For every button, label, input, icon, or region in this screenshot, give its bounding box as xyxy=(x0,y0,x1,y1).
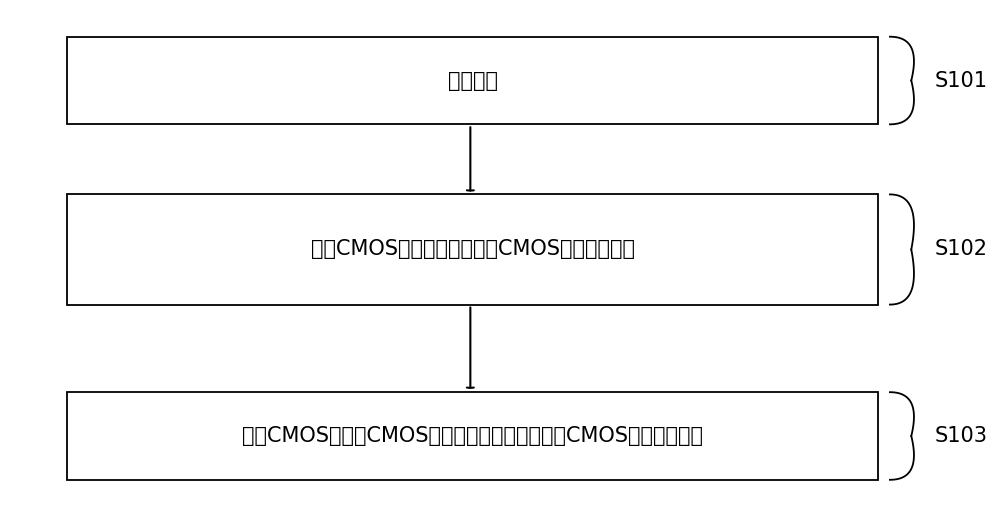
Bar xyxy=(67,392,878,480)
Bar xyxy=(67,194,878,304)
Text: S103: S103 xyxy=(935,426,988,446)
Text: S102: S102 xyxy=(935,240,988,260)
Bar xyxy=(67,37,878,124)
Text: 采用CMOS工艺在CMOS测量电路系统上直接制备CMOS红外传感结构: 采用CMOS工艺在CMOS测量电路系统上直接制备CMOS红外传感结构 xyxy=(242,426,703,446)
Text: 提供衬底: 提供衬底 xyxy=(448,71,498,91)
Text: S101: S101 xyxy=(935,71,988,91)
Text: 采用CMOS工艺在衬底上制备CMOS测量电路系统: 采用CMOS工艺在衬底上制备CMOS测量电路系统 xyxy=(311,240,635,260)
